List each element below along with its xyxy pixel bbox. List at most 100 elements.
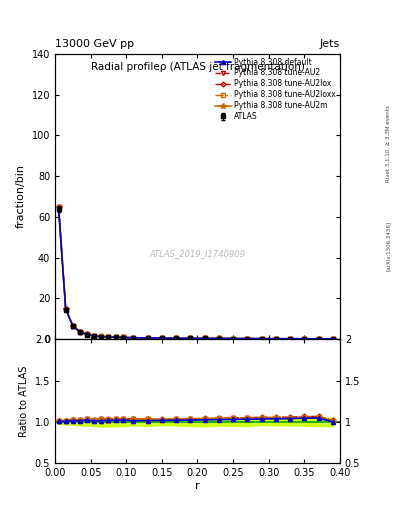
Pythia 8.308 tune-AU2m [92, 333, 97, 339]
Pythia 8.308 default [113, 334, 118, 340]
Pythia 8.308 default [70, 323, 75, 329]
Pythia 8.308 tune-AU2m [259, 335, 264, 342]
Pythia 8.308 tune-AU2 [288, 336, 292, 342]
Pythia 8.308 tune-AU2lox [113, 334, 118, 340]
Pythia 8.308 default [92, 333, 97, 339]
Pythia 8.308 default [259, 335, 264, 342]
Pythia 8.308 tune-AU2 [113, 334, 118, 340]
Pythia 8.308 default [120, 334, 125, 340]
Pythia 8.308 tune-AU2lox [99, 333, 104, 339]
Pythia 8.308 tune-AU2m [120, 334, 125, 340]
Pythia 8.308 tune-AU2m [274, 335, 278, 342]
Pythia 8.308 tune-AU2m [217, 335, 221, 342]
Pythia 8.308 tune-AU2m [70, 323, 75, 329]
Pythia 8.308 tune-AU2loxx [316, 336, 321, 342]
Line: Pythia 8.308 tune-AU2loxx: Pythia 8.308 tune-AU2loxx [57, 205, 334, 340]
Pythia 8.308 tune-AU2loxx [113, 334, 118, 340]
Pythia 8.308 tune-AU2lox [106, 334, 111, 340]
Pythia 8.308 tune-AU2 [120, 334, 125, 340]
Pythia 8.308 tune-AU2 [217, 335, 221, 342]
Pythia 8.308 tune-AU2m [106, 334, 111, 340]
Text: 13000 GeV pp: 13000 GeV pp [55, 38, 134, 49]
Pythia 8.308 tune-AU2lox [120, 334, 125, 340]
Pythia 8.308 tune-AU2lox [316, 336, 321, 342]
Pythia 8.308 tune-AU2m [174, 335, 178, 342]
Pythia 8.308 tune-AU2loxx [331, 336, 335, 342]
Pythia 8.308 tune-AU2loxx [131, 335, 136, 341]
Pythia 8.308 tune-AU2loxx [77, 329, 82, 335]
Pythia 8.308 tune-AU2 [174, 335, 178, 342]
Pythia 8.308 default [77, 329, 82, 335]
Pythia 8.308 tune-AU2loxx [63, 306, 68, 312]
Pythia 8.308 tune-AU2m [288, 336, 292, 342]
Pythia 8.308 tune-AU2 [331, 336, 335, 342]
Pythia 8.308 tune-AU2lox [202, 335, 207, 342]
Pythia 8.308 default [217, 335, 221, 342]
Line: Pythia 8.308 default: Pythia 8.308 default [57, 206, 335, 341]
Pythia 8.308 tune-AU2loxx [85, 331, 90, 337]
Pythia 8.308 tune-AU2loxx [160, 335, 164, 341]
Pythia 8.308 default [331, 336, 335, 342]
Pythia 8.308 default [56, 205, 61, 211]
Pythia 8.308 tune-AU2m [316, 336, 321, 342]
Pythia 8.308 tune-AU2 [99, 333, 104, 339]
Pythia 8.308 tune-AU2lox [245, 335, 250, 342]
Pythia 8.308 tune-AU2loxx [231, 335, 235, 342]
Pythia 8.308 tune-AU2lox [145, 335, 150, 341]
Pythia 8.308 tune-AU2lox [288, 336, 292, 342]
Pythia 8.308 tune-AU2 [202, 335, 207, 342]
Pythia 8.308 tune-AU2 [259, 335, 264, 342]
Pythia 8.308 tune-AU2loxx [99, 333, 104, 339]
Pythia 8.308 tune-AU2 [231, 335, 235, 342]
Pythia 8.308 tune-AU2m [302, 336, 307, 342]
Pythia 8.308 tune-AU2 [160, 335, 164, 341]
Pythia 8.308 tune-AU2 [56, 204, 61, 210]
Pythia 8.308 tune-AU2loxx [259, 335, 264, 342]
Pythia 8.308 tune-AU2 [85, 331, 90, 337]
Pythia 8.308 tune-AU2 [274, 335, 278, 342]
Pythia 8.308 tune-AU2m [63, 306, 68, 312]
Pythia 8.308 default [63, 306, 68, 312]
Pythia 8.308 tune-AU2m [131, 335, 136, 341]
Pythia 8.308 default [188, 335, 193, 342]
Pythia 8.308 tune-AU2loxx [217, 335, 221, 342]
Pythia 8.308 default [316, 336, 321, 342]
Pythia 8.308 tune-AU2 [131, 335, 136, 341]
Line: Pythia 8.308 tune-AU2m: Pythia 8.308 tune-AU2m [56, 204, 336, 342]
Pythia 8.308 tune-AU2lox [160, 335, 164, 341]
Line: Pythia 8.308 tune-AU2lox: Pythia 8.308 tune-AU2lox [57, 205, 334, 340]
Pythia 8.308 default [174, 335, 178, 342]
Pythia 8.308 tune-AU2 [106, 334, 111, 340]
Pythia 8.308 tune-AU2lox [259, 335, 264, 342]
Pythia 8.308 tune-AU2loxx [302, 336, 307, 342]
Pythia 8.308 tune-AU2lox [77, 329, 82, 335]
Pythia 8.308 tune-AU2lox [174, 335, 178, 342]
Pythia 8.308 default [145, 335, 150, 341]
Pythia 8.308 tune-AU2m [56, 204, 61, 210]
Pythia 8.308 tune-AU2lox [302, 336, 307, 342]
Pythia 8.308 tune-AU2lox [231, 335, 235, 342]
Pythia 8.308 tune-AU2loxx [245, 335, 250, 342]
Pythia 8.308 tune-AU2loxx [120, 334, 125, 340]
Pythia 8.308 tune-AU2 [245, 335, 250, 342]
Pythia 8.308 tune-AU2loxx [70, 323, 75, 329]
Pythia 8.308 tune-AU2lox [217, 335, 221, 342]
Pythia 8.308 default [99, 333, 104, 339]
Pythia 8.308 tune-AU2 [77, 329, 82, 335]
Pythia 8.308 tune-AU2 [145, 335, 150, 341]
Pythia 8.308 tune-AU2loxx [202, 335, 207, 342]
Pythia 8.308 tune-AU2 [92, 333, 97, 339]
Pythia 8.308 tune-AU2m [85, 331, 90, 337]
Pythia 8.308 tune-AU2loxx [92, 333, 97, 339]
Pythia 8.308 tune-AU2loxx [288, 336, 292, 342]
Pythia 8.308 tune-AU2loxx [145, 335, 150, 341]
Pythia 8.308 tune-AU2lox [56, 204, 61, 210]
Pythia 8.308 default [274, 336, 278, 342]
Pythia 8.308 default [106, 334, 111, 340]
Pythia 8.308 tune-AU2 [70, 323, 75, 329]
Pythia 8.308 default [131, 335, 136, 341]
Pythia 8.308 default [245, 335, 250, 342]
Pythia 8.308 default [160, 335, 164, 341]
Pythia 8.308 tune-AU2 [316, 336, 321, 342]
Pythia 8.308 default [202, 335, 207, 342]
